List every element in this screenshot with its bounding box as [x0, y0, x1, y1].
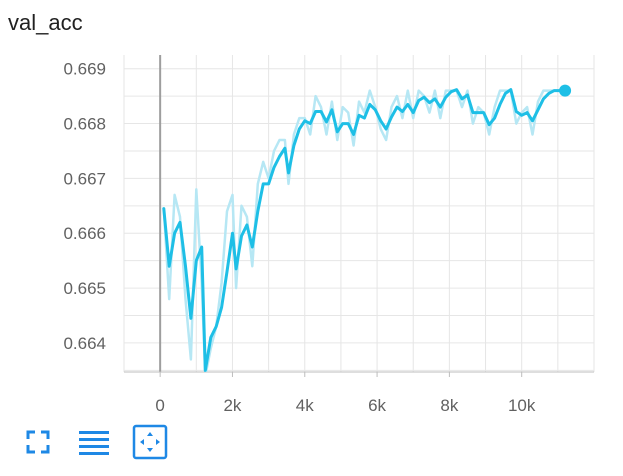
axis-layer [124, 55, 594, 377]
y-tick-label: 0.667 [63, 169, 106, 188]
x-tick-label: 10k [508, 396, 536, 415]
fullscreen-icon [26, 430, 50, 454]
fullscreen-button[interactable] [20, 424, 56, 460]
grid-layer [123, 55, 595, 372]
data-selection-button[interactable] [76, 424, 112, 460]
y-tick-label: 0.665 [63, 279, 106, 298]
x-tick-label: 4k [296, 396, 314, 415]
smoothed-series-layer [162, 88, 567, 372]
y-tick-label: 0.666 [63, 224, 106, 243]
data-selection-icon [79, 431, 109, 455]
smoothed-series-line [162, 88, 567, 372]
chart-toolbar [20, 422, 188, 462]
fit-domain-icon [132, 424, 168, 460]
raw-series-layer [162, 89, 566, 372]
x-tick-label: 6k [368, 396, 386, 415]
fit-domain-button[interactable] [132, 424, 168, 460]
y-tick-label: 0.669 [63, 60, 106, 79]
chart-title: val_acc [8, 10, 83, 35]
last-point-marker [559, 84, 572, 97]
x-tick-label: 8k [440, 396, 458, 415]
y-tick-label: 0.664 [63, 334, 106, 353]
y-tick-label: 0.668 [63, 115, 106, 134]
x-tick-label: 2k [223, 396, 241, 415]
tick-label-layer: 0 2k 4k 6k 8k 10k 0.664 0.665 0.666 0.667 0.668 0.6… [63, 60, 535, 415]
line-chart[interactable]: 0 2k 4k 6k 8k 10k 0.664 0.665 0.666 0.667 0.668 0.6… [0, 0, 623, 415]
x-tick-label: 0 [155, 396, 164, 415]
raw-series-line [162, 89, 566, 372]
